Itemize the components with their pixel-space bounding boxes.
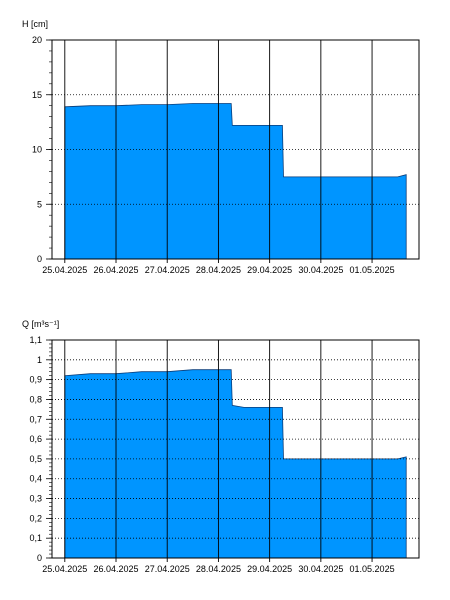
- y-tick-label: 0,5: [29, 454, 42, 464]
- y-tick-label: 0,1: [29, 533, 42, 543]
- y-tick-label: 20: [32, 35, 42, 45]
- x-tick-label: 30.04.2025: [298, 564, 343, 574]
- x-tick-label: 27.04.2025: [145, 564, 190, 574]
- y-tick-label: 15: [32, 90, 42, 100]
- y-tick-label: 0,7: [29, 414, 42, 424]
- y-axis-label: H [cm]: [22, 19, 48, 29]
- x-tick-label: 25.04.2025: [42, 265, 87, 275]
- x-tick-label: 26.04.2025: [93, 564, 138, 574]
- x-tick-label: 25.04.2025: [42, 564, 87, 574]
- plot-frame: [51, 339, 420, 559]
- y-tick-label: 10: [32, 145, 42, 155]
- x-tick-label: 29.04.2025: [247, 564, 292, 574]
- y-tick-label: 0,9: [29, 375, 42, 385]
- chart-2: 0 0,1 0,2 0,3 0,4 0,5 0,6 0,7 0,8 0,9 1 1,1 25.04.20…: [22, 319, 420, 574]
- x-tick-label: 28.04.2025: [196, 564, 241, 574]
- y-tick-label: 1: [37, 355, 42, 365]
- x-tick-label: 01.05.2025: [350, 564, 395, 574]
- y-tick-label: 0,3: [29, 494, 42, 504]
- y-tick-label: 0,4: [29, 474, 42, 484]
- chart-1: 0 5 10 15 20 25.04.2025 26.04.2025 27.04.2025 28…: [22, 19, 420, 275]
- x-tick-label: 30.04.2025: [298, 265, 343, 275]
- x-tick-label: 28.04.2025: [196, 265, 241, 275]
- y-tick-label: 1,1: [29, 335, 42, 345]
- x-tick-label: 27.04.2025: [145, 265, 190, 275]
- x-tick-label: 26.04.2025: [93, 265, 138, 275]
- y-tick-label: 0,8: [29, 394, 42, 404]
- y-tick-label: 5: [37, 199, 42, 209]
- x-tick-label: 01.05.2025: [350, 265, 395, 275]
- y-tick-label: 0,2: [29, 513, 42, 523]
- y-tick-label: 0,6: [29, 434, 42, 444]
- plot-frame: [51, 39, 420, 260]
- y-tick-label: 0: [37, 254, 42, 264]
- y-axis-label: Q [m³s⁻¹]: [22, 319, 59, 329]
- x-tick-label: 29.04.2025: [247, 265, 292, 275]
- y-tick-label: 0: [37, 553, 42, 563]
